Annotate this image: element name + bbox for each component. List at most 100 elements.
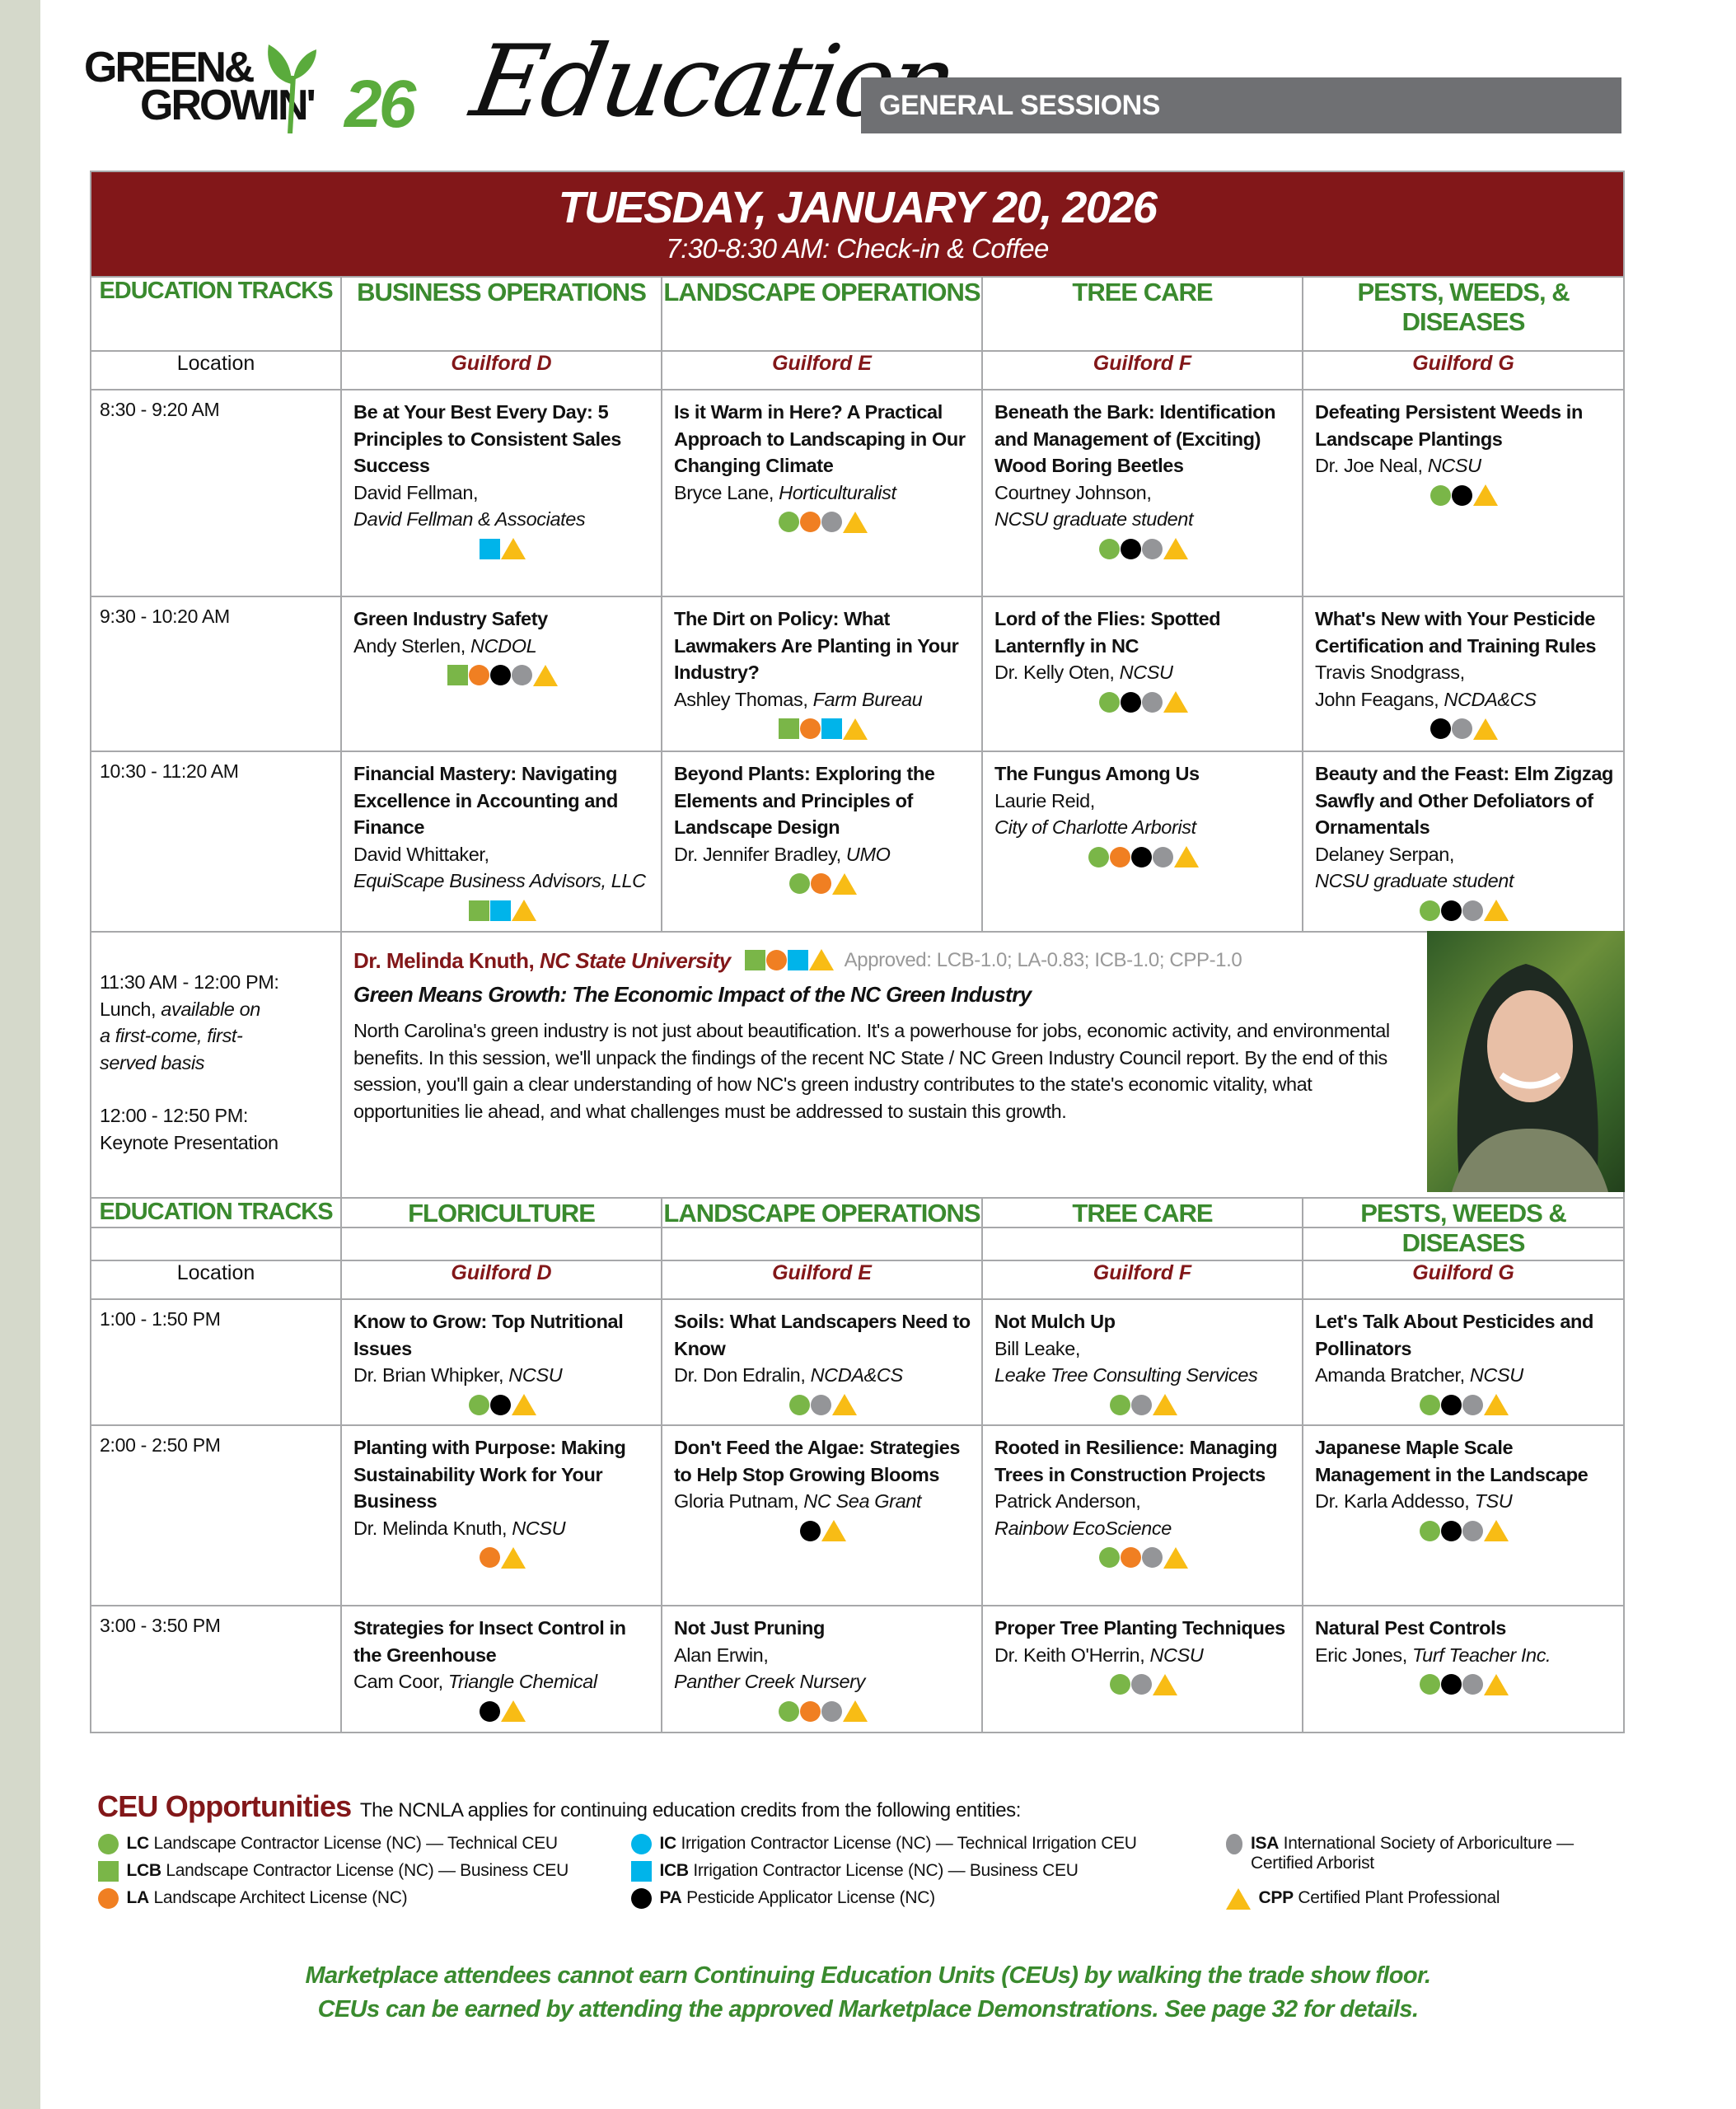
session-speaker-line: Courtney Johnson, NCSU graduate student bbox=[994, 479, 1292, 533]
speaker-affiliation: Turf Teacher Inc. bbox=[1411, 1644, 1551, 1666]
track-header: PESTS, WEEDS, & DISEASES bbox=[1301, 276, 1626, 352]
yellow-triangle-icon bbox=[831, 1394, 857, 1416]
black-circle-icon bbox=[489, 1394, 511, 1415]
orange-circle-icon bbox=[765, 949, 787, 970]
session-speaker-line: Dr. Don Edralin, NCDA&CS bbox=[674, 1362, 971, 1389]
session-title: Know to Grow: Top Nutritional Issues bbox=[353, 1311, 624, 1359]
session-cell: Know to Grow: Top Nutritional Issues Dr. … bbox=[340, 1298, 662, 1426]
yellow-triangle-icon bbox=[842, 511, 868, 533]
track-header: PESTS, WEEDS & DISEASES bbox=[1302, 1197, 1625, 1261]
speaker-affiliation: Leake Tree Consulting Services bbox=[994, 1364, 1258, 1386]
yellow-triangle-icon bbox=[500, 1546, 526, 1569]
room-location: Guilford G bbox=[1301, 350, 1626, 390]
session-title: The Dirt on Policy: What Lawmakers Are P… bbox=[674, 608, 959, 683]
session-speaker-line: Dr. Joe Neal, NCSU bbox=[1315, 452, 1613, 479]
speaker-affiliation: City of Charlotte Arborist bbox=[994, 816, 1196, 838]
black-circle-icon bbox=[1441, 1674, 1462, 1695]
session-title: Soils: What Landscapers Need to Know bbox=[674, 1311, 971, 1359]
ceu-legend-item: ICB Irrigation Contractor License (NC) —… bbox=[630, 1861, 1079, 1882]
ceu-badges bbox=[674, 869, 971, 895]
session-title: Planting with Purpose: Making Sustainabi… bbox=[353, 1437, 626, 1512]
speaker-affiliation: NCDA&CS bbox=[1444, 688, 1537, 710]
session-title: The Fungus Among Us bbox=[994, 763, 1200, 784]
yellow-triangle-icon bbox=[1484, 1394, 1509, 1416]
speaker-affiliation: Horticulturalist bbox=[779, 481, 896, 503]
ceu-badges bbox=[674, 1517, 971, 1542]
session-cell: Strategies for Insect Control in the Gre… bbox=[340, 1605, 662, 1733]
session-title: Not Just Pruning bbox=[674, 1617, 825, 1639]
ceu-badges bbox=[674, 714, 971, 740]
ceu-badges bbox=[1315, 481, 1613, 507]
green-circle-icon bbox=[1098, 691, 1120, 713]
gray-circle-icon bbox=[1141, 538, 1163, 559]
orange-circle-icon bbox=[468, 665, 489, 686]
logo-year: 26 bbox=[344, 67, 416, 142]
session-speaker-line: Dr. Melinda Knuth, NCSU bbox=[353, 1515, 651, 1542]
yellow-triangle-icon bbox=[511, 900, 536, 922]
session-speaker-line: Andy Sterlen, NCDOL bbox=[353, 633, 651, 660]
green-circle-icon bbox=[1420, 1394, 1440, 1415]
ceu-legend-text: LC Landscape Contractor License (NC) — T… bbox=[126, 1834, 559, 1854]
afternoon-schedule-table: EDUCATION TRACKS FLORICULTURE LANDSCAPE OP… bbox=[90, 1197, 1625, 1733]
blue-square-icon bbox=[821, 718, 842, 740]
speaker-name: David Fellman, bbox=[353, 481, 479, 503]
black-circle-icon bbox=[1441, 900, 1462, 921]
ceu-legend-text: IC Irrigation Contractor License (NC) — … bbox=[660, 1834, 1137, 1854]
session-speaker-line: David Fellman, David Fellman & Associates bbox=[353, 479, 651, 533]
time-slot-row: 10:30 - 11:20 AM Financial Mastery: Navig… bbox=[90, 751, 1626, 933]
green-circle-icon bbox=[1430, 484, 1452, 506]
green-circle-icon bbox=[778, 512, 799, 533]
ceu-legend-item: CPP Certified Plant Professional bbox=[1225, 1888, 1500, 1910]
orange-circle-icon bbox=[1109, 846, 1130, 867]
footer-line2: CEUs can be earned by attending the appr… bbox=[317, 1996, 1419, 2022]
speaker-affiliation: Rainbow EcoScience bbox=[994, 1517, 1172, 1539]
speaker-name: Dr. Jennifer Bradley, bbox=[674, 843, 846, 865]
green-circle-icon bbox=[788, 1394, 810, 1415]
time-slot-row: 3:00 - 3:50 PM Strategies for Insect Cont… bbox=[90, 1605, 1625, 1733]
gray-circle-icon bbox=[1130, 1674, 1152, 1695]
room-location: Guilford E bbox=[661, 350, 983, 390]
session-title: Green Industry Safety bbox=[353, 608, 548, 629]
ceu-legend-text: PA Pesticide Applicator License (NC) bbox=[660, 1888, 936, 1908]
speaker-name: Dr. Joe Neal, bbox=[1315, 455, 1428, 476]
ceu-legend-text: LCB Landscape Contractor License (NC) — … bbox=[127, 1861, 569, 1881]
green-circle-icon bbox=[1420, 1520, 1440, 1541]
speaker-affiliation: NCDOL bbox=[470, 634, 537, 657]
session-title: Beyond Plants: Exploring the Elements an… bbox=[674, 763, 935, 838]
speaker-affiliation: Triangle Chemical bbox=[447, 1671, 597, 1692]
green-square-icon bbox=[468, 900, 489, 921]
ceu-label: Landscape Architect License (NC) bbox=[153, 1888, 408, 1907]
black-circle-icon bbox=[1120, 691, 1141, 713]
session-cell: Lord of the Flies: Spotted Lanternfly in… bbox=[981, 596, 1303, 752]
gray-circle-icon bbox=[1462, 1674, 1483, 1695]
speaker-affiliation: Farm Bureau bbox=[812, 688, 923, 710]
green-circle-icon bbox=[1420, 1674, 1440, 1695]
session-speaker-line: Dr. Brian Whipker, NCSU bbox=[353, 1362, 651, 1389]
black-circle-icon bbox=[630, 1888, 652, 1909]
green-square-icon bbox=[447, 665, 468, 686]
speaker-affiliation: NCSU bbox=[1469, 1364, 1523, 1386]
keynote-time: 12:00 - 12:50 PM: bbox=[100, 1105, 249, 1126]
session-title: Beauty and the Feast: Elm Zigzag Sawfly … bbox=[1315, 763, 1613, 838]
session-cell: What's New with Your Pesticide Certifica… bbox=[1301, 596, 1626, 752]
session-speaker-line: Travis Snodgrass, John Feagans, NCDA&CS bbox=[1315, 659, 1613, 713]
ceu-code: LC bbox=[126, 1834, 150, 1853]
yellow-triangle-icon bbox=[511, 1394, 536, 1416]
ceu-legend-item: IC Irrigation Contractor License (NC) — … bbox=[630, 1834, 1137, 1854]
keynote-ceu-badges bbox=[744, 949, 834, 974]
ceu-code: CPP bbox=[1258, 1888, 1294, 1907]
black-circle-icon bbox=[479, 1700, 500, 1722]
speaker-affiliation: Panther Creek Nursery bbox=[674, 1671, 865, 1692]
ceu-code: LA bbox=[126, 1888, 150, 1907]
ceu-badges bbox=[353, 1697, 651, 1723]
time-slot: 1:00 - 1:50 PM bbox=[90, 1298, 342, 1426]
ceu-badges bbox=[353, 535, 651, 560]
page-edge-strip bbox=[0, 0, 40, 2109]
gray-circle-icon bbox=[511, 665, 532, 686]
ceu-legend-item: PA Pesticide Applicator License (NC) bbox=[630, 1888, 935, 1909]
ceu-title: CEU Opportunities bbox=[97, 1789, 352, 1823]
green-square-icon bbox=[744, 949, 765, 970]
black-circle-icon bbox=[1441, 1394, 1462, 1415]
speaker-name: Patrick Anderson, bbox=[994, 1490, 1141, 1512]
speaker-name: Dr. Melinda Knuth, bbox=[353, 1517, 512, 1539]
